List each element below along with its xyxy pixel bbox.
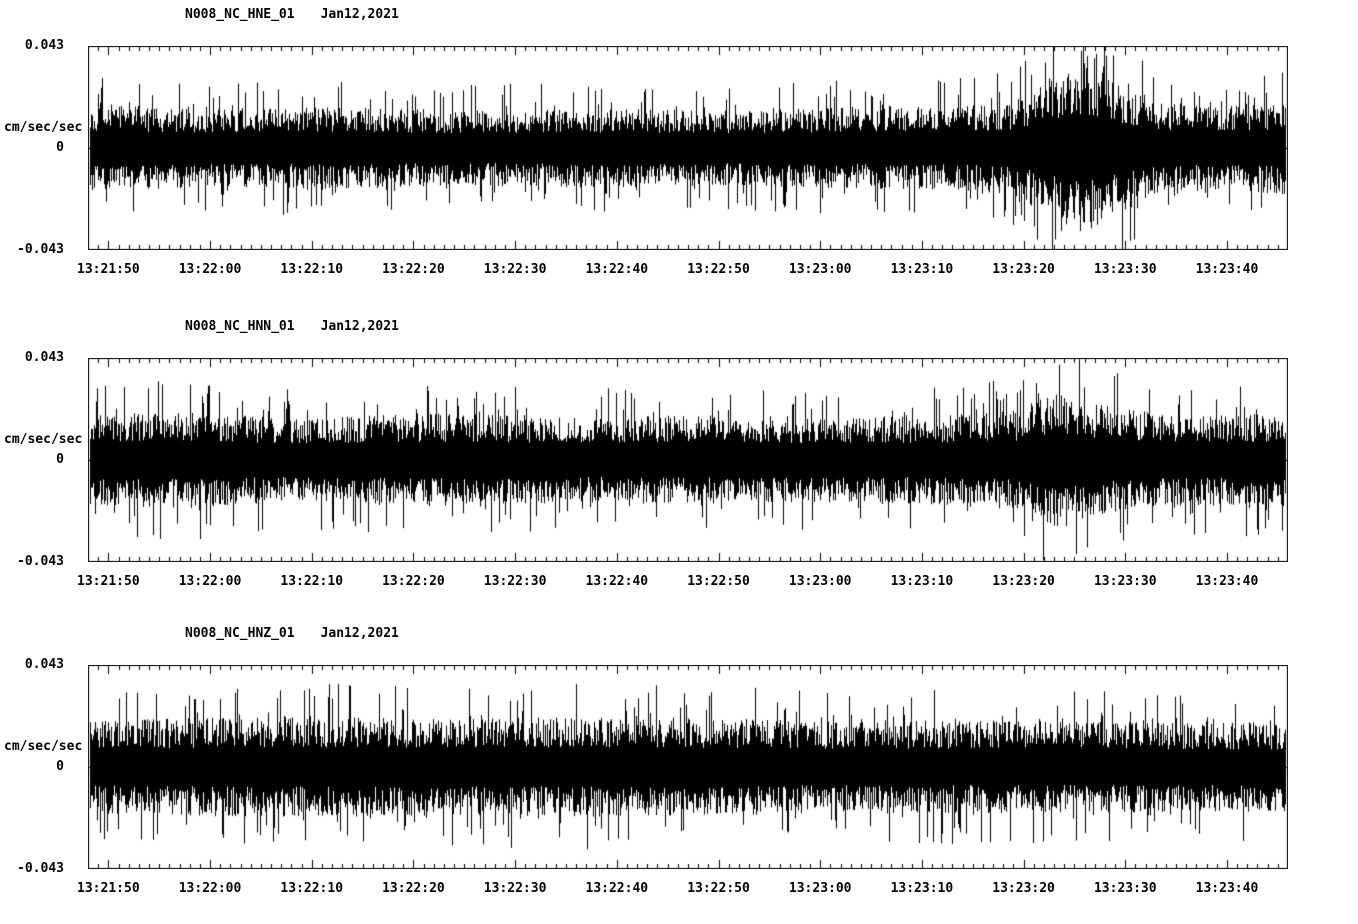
y-tick-label-zero: 0 bbox=[56, 759, 64, 774]
x-tick-label: 13:22:10 bbox=[280, 262, 344, 277]
trace-date-label: Jan12,2021 bbox=[320, 626, 399, 641]
y-tick-label-min: -0.043 bbox=[17, 242, 64, 257]
x-axis-tick-labels: 13:21:50 13:22:00 13:22:10 13:22:20 13:22:30… bbox=[77, 262, 1288, 280]
x-tick-label: 13:22:20 bbox=[382, 881, 445, 896]
x-tick-label: 13:23:30 bbox=[1093, 574, 1157, 589]
x-tick-label: 13:22:30 bbox=[483, 881, 547, 896]
x-tick-label: 13:23:00 bbox=[788, 881, 852, 896]
y-tick-label-zero: 0 bbox=[56, 452, 64, 467]
x-tick-label: 13:23:30 bbox=[1093, 262, 1157, 277]
x-tick-label: 13:23:00 bbox=[788, 574, 852, 589]
x-tick-label: 13:23:20 bbox=[992, 262, 1055, 277]
x-tick-label: 13:22:40 bbox=[585, 262, 649, 277]
station-channel-label: N008_NC_HNZ_01 bbox=[185, 626, 295, 641]
x-tick-label: 13:23:40 bbox=[1195, 262, 1259, 277]
y-tick-label-max: 0.043 bbox=[24, 657, 64, 672]
station-channel-label: N008_NC_HNN_01 bbox=[185, 319, 295, 334]
x-tick-label: 13:23:20 bbox=[992, 574, 1055, 589]
waveform-canvas-hne bbox=[88, 46, 1288, 250]
station-channel-label: N008_NC_HNE_01 bbox=[185, 7, 295, 22]
x-tick-label: 13:22:40 bbox=[585, 574, 649, 589]
x-tick-label: 13:23:10 bbox=[890, 574, 954, 589]
y-axis-units-label: cm/sec/sec bbox=[4, 432, 83, 447]
x-tick-label: 13:23:00 bbox=[788, 262, 852, 277]
x-tick-label: 13:22:30 bbox=[483, 262, 547, 277]
trace-title: N008_NC_HNN_01 Jan12,2021 bbox=[185, 319, 399, 334]
x-axis-tick-labels: 13:21:50 13:22:00 13:22:10 13:22:20 13:22:30… bbox=[77, 574, 1288, 592]
x-tick-label: 13:22:00 bbox=[178, 574, 242, 589]
trace-title: N008_NC_HNZ_01 Jan12,2021 bbox=[185, 626, 399, 641]
y-tick-label-zero: 0 bbox=[56, 140, 64, 155]
y-tick-label-min: -0.043 bbox=[17, 554, 64, 569]
x-tick-label: 13:23:30 bbox=[1093, 881, 1157, 896]
x-axis-tick-labels: 13:21:50 13:22:00 13:22:10 13:22:20 13:22:30… bbox=[77, 881, 1288, 899]
y-axis-units-label: cm/sec/sec bbox=[4, 739, 83, 754]
waveform-canvas-hnn bbox=[88, 358, 1288, 562]
seismogram-panel-hnz: N008_NC_HNZ_01 Jan12,2021 0.043 cm/sec/se… bbox=[0, 619, 1358, 924]
y-tick-label-max: 0.043 bbox=[24, 38, 64, 53]
trace-title: N008_NC_HNE_01 Jan12,2021 bbox=[185, 7, 399, 22]
x-tick-label: 13:21:50 bbox=[77, 574, 140, 589]
x-tick-label: 13:23:40 bbox=[1195, 881, 1259, 896]
x-tick-label: 13:22:50 bbox=[687, 881, 750, 896]
x-tick-label: 13:22:10 bbox=[280, 574, 344, 589]
x-tick-label: 13:22:10 bbox=[280, 881, 344, 896]
x-tick-label: 13:23:40 bbox=[1195, 574, 1259, 589]
x-tick-label: 13:22:20 bbox=[382, 262, 445, 277]
x-tick-label: 13:22:40 bbox=[585, 881, 649, 896]
trace-date-label: Jan12,2021 bbox=[320, 7, 399, 22]
x-tick-label: 13:22:00 bbox=[178, 262, 242, 277]
x-tick-label: 13:22:00 bbox=[178, 881, 242, 896]
trace-date-label: Jan12,2021 bbox=[320, 319, 399, 334]
x-tick-label: 13:23:10 bbox=[890, 881, 954, 896]
y-tick-label-min: -0.043 bbox=[17, 861, 64, 876]
x-tick-label: 13:22:30 bbox=[483, 574, 547, 589]
seismogram-panel-hnn: N008_NC_HNN_01 Jan12,2021 0.043 cm/sec/se… bbox=[0, 312, 1358, 617]
x-tick-label: 13:21:50 bbox=[77, 881, 140, 896]
x-tick-label: 13:23:10 bbox=[890, 262, 954, 277]
x-tick-label: 13:22:50 bbox=[687, 262, 750, 277]
x-tick-label: 13:22:50 bbox=[687, 574, 750, 589]
x-tick-label: 13:23:20 bbox=[992, 881, 1055, 896]
waveform-canvas-hnz bbox=[88, 665, 1288, 869]
y-tick-label-max: 0.043 bbox=[24, 350, 64, 365]
seismogram-panel-hne: N008_NC_HNE_01 Jan12,2021 0.043 cm/sec/se… bbox=[0, 0, 1358, 305]
y-axis-units-label: cm/sec/sec bbox=[4, 120, 83, 135]
x-tick-label: 13:21:50 bbox=[77, 262, 140, 277]
x-tick-label: 13:22:20 bbox=[382, 574, 445, 589]
